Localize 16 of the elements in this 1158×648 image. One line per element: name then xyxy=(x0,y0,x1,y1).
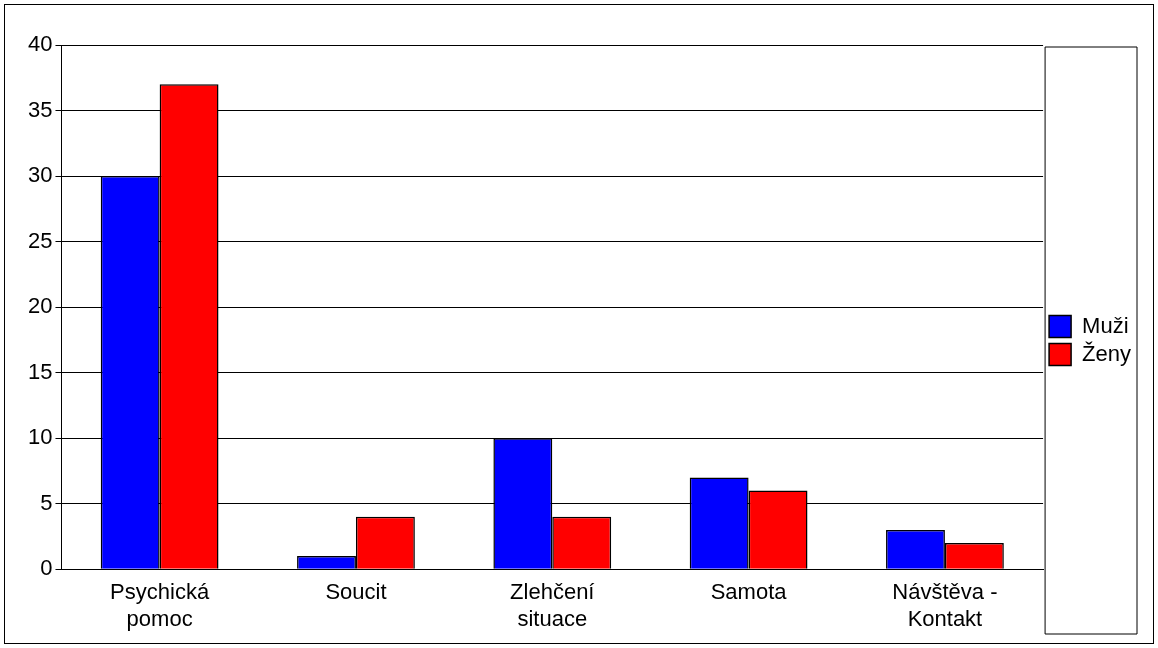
y-tick-label: 20 xyxy=(27,293,53,319)
y-tick-label: 25 xyxy=(27,227,53,253)
y-tick-label: 15 xyxy=(27,358,53,384)
y-tick-label: 35 xyxy=(27,96,53,122)
x-tick-label: Návštěva - Kontakt xyxy=(892,579,998,631)
y-tick-label: 5 xyxy=(40,489,53,515)
x-tick-label: Samota xyxy=(710,579,788,605)
x-tick-label: Psychická pomoc xyxy=(110,579,210,631)
y-tick-label: 10 xyxy=(27,424,53,450)
y-tick-label: 40 xyxy=(27,31,53,57)
legend-label: Ženy xyxy=(1082,340,1132,366)
y-tick-label: 30 xyxy=(27,162,53,188)
legend-label: Muži xyxy=(1082,312,1129,338)
y-tick-label: 0 xyxy=(40,555,53,581)
x-tick-label: Zlehčení situace xyxy=(510,579,595,631)
x-tick-label: Soucit xyxy=(325,579,387,605)
